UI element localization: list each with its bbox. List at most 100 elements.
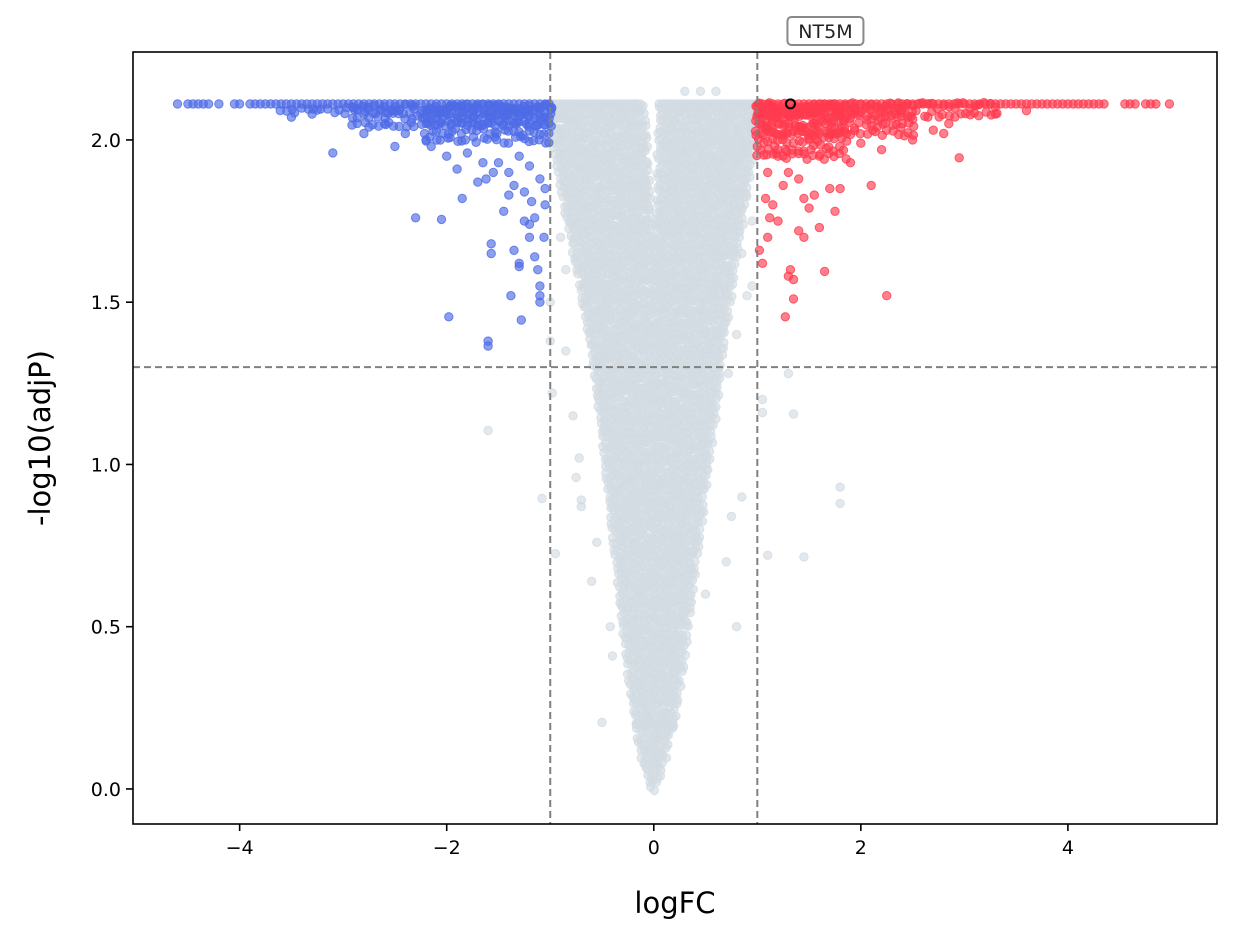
point-up <box>825 183 835 194</box>
point-down <box>394 121 404 132</box>
point-down <box>544 137 554 148</box>
point-ns <box>555 232 566 243</box>
point-up <box>765 213 775 223</box>
point-ns <box>483 425 493 436</box>
point-ns <box>742 183 752 193</box>
point-down <box>524 161 535 171</box>
point-ns <box>641 157 652 167</box>
point-down <box>234 99 245 109</box>
point-up <box>897 119 907 129</box>
point-up <box>1130 99 1140 109</box>
point-up <box>1099 99 1109 109</box>
point-up <box>757 258 768 268</box>
y-axis-ticks: 0.00.51.01.52.0 <box>91 130 133 801</box>
point-ns <box>635 99 645 109</box>
point-down <box>390 141 400 152</box>
point-up <box>794 174 804 184</box>
point-ns <box>721 557 731 567</box>
point-up <box>814 151 825 161</box>
point-down <box>509 245 519 256</box>
point-ns <box>550 549 561 559</box>
point-down <box>442 151 452 161</box>
point-ns <box>747 216 757 226</box>
point-up <box>785 265 796 275</box>
point-ns <box>747 281 757 291</box>
point-down <box>535 174 545 184</box>
point-up <box>1164 99 1175 109</box>
x-tick-label: −4 <box>226 837 254 859</box>
point-ns <box>587 576 597 586</box>
point-ns <box>607 651 618 661</box>
point-down <box>203 99 214 109</box>
point-down <box>483 341 493 351</box>
point-ns <box>561 346 571 356</box>
point-ns <box>690 556 700 567</box>
point-ns <box>649 785 660 796</box>
point-ns <box>644 175 655 186</box>
point-down <box>530 213 540 223</box>
point-up <box>804 135 814 145</box>
point-ns <box>737 248 747 259</box>
point-up <box>939 128 949 139</box>
point-ns <box>661 753 672 763</box>
point-down <box>514 261 524 272</box>
point-down <box>436 214 447 225</box>
point-up <box>1151 99 1161 109</box>
point-down <box>506 291 516 301</box>
point-ns <box>695 86 706 97</box>
point-ns <box>835 498 845 509</box>
x-tick-label: −2 <box>433 837 461 859</box>
point-down <box>307 109 317 119</box>
point-down <box>426 141 436 152</box>
point-ns <box>727 291 737 302</box>
point-up <box>814 222 825 233</box>
point-ns <box>571 472 581 483</box>
point-up <box>830 206 840 217</box>
point-up <box>778 180 788 191</box>
point-up <box>767 122 777 133</box>
point-down <box>286 112 297 122</box>
point-ns <box>731 329 742 340</box>
point-ns <box>835 482 845 492</box>
point-up <box>928 125 938 135</box>
point-ns <box>739 199 750 210</box>
x-tick-label: 2 <box>855 837 867 859</box>
y-tick-label: 0.5 <box>91 617 121 639</box>
point-ns <box>688 584 698 594</box>
point-ns <box>726 511 737 522</box>
point-up <box>870 111 880 121</box>
point-up <box>773 151 783 161</box>
point-down <box>523 121 534 132</box>
point-up <box>804 203 814 213</box>
point-up <box>802 123 812 133</box>
point-ns <box>711 86 721 97</box>
point-down <box>540 183 550 194</box>
point-down <box>540 200 550 210</box>
point-up <box>814 129 824 139</box>
point-up <box>783 167 794 178</box>
point-ns <box>722 306 733 316</box>
point-down <box>492 109 503 119</box>
point-ns <box>680 86 690 97</box>
point-up <box>768 200 778 210</box>
point-ns <box>644 202 654 212</box>
y-tick-label: 1.5 <box>91 292 121 314</box>
point-up <box>794 226 804 236</box>
point-down <box>503 138 514 148</box>
point-down <box>481 174 491 184</box>
point-up <box>809 190 819 200</box>
point-ns <box>730 259 740 269</box>
point-ns <box>704 446 715 456</box>
ns-points <box>483 86 845 796</box>
point-ns <box>799 552 809 562</box>
point-down <box>519 216 530 226</box>
x-axis-label: logFC <box>634 886 715 920</box>
point-ns <box>605 622 615 632</box>
point-up <box>856 138 866 148</box>
point-down <box>488 167 498 178</box>
point-ns <box>681 617 692 627</box>
point-down <box>444 312 454 322</box>
y-tick-label: 1.0 <box>91 454 121 476</box>
point-up <box>763 232 773 243</box>
